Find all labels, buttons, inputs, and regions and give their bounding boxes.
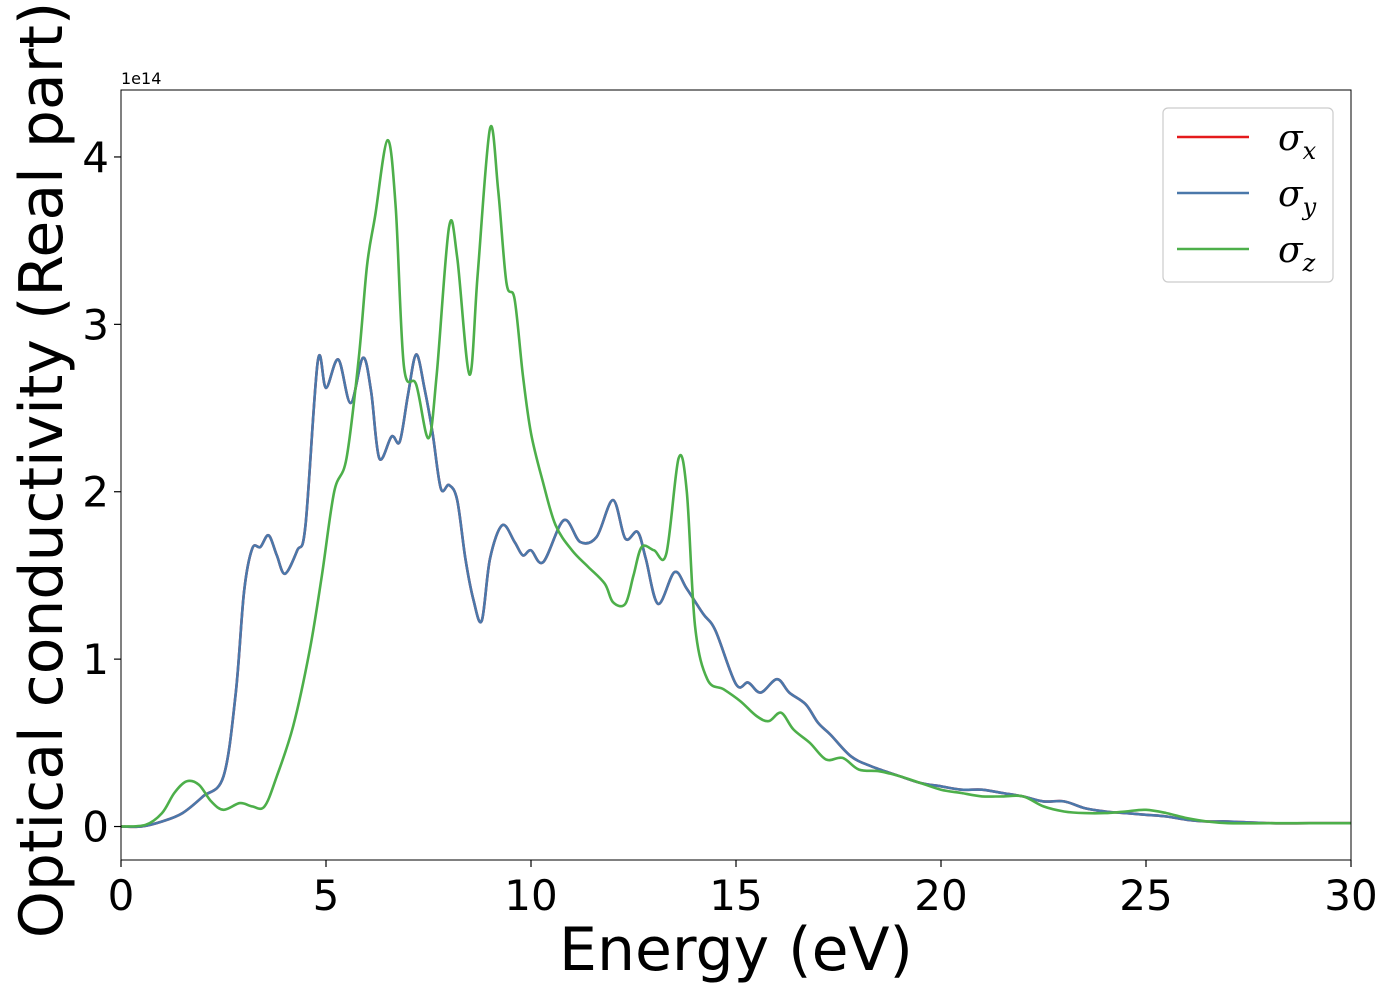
plot-lines bbox=[121, 124, 1351, 829]
y-tick-label: 4 bbox=[82, 133, 109, 182]
legend-label-y: σy bbox=[1278, 174, 1317, 221]
series-line-z bbox=[121, 124, 1351, 828]
x-axis: 0 5 10 15 20 25 30 bbox=[108, 860, 1378, 920]
x-tick-label: 30 bbox=[1324, 871, 1377, 920]
x-axis-title: Energy (eV) bbox=[559, 915, 913, 985]
x-tick-label: 25 bbox=[1119, 871, 1172, 920]
y-tick-label: 1 bbox=[82, 635, 109, 684]
x-tick-label: 15 bbox=[709, 871, 762, 920]
y-offset-label: 1e14 bbox=[121, 69, 161, 88]
x-tick-label: 0 bbox=[108, 871, 135, 920]
y-axis: 0 1 2 3 4 bbox=[82, 133, 121, 852]
legend-label-x: σx bbox=[1278, 118, 1317, 165]
x-tick-label: 5 bbox=[313, 871, 340, 920]
y-tick-label: 0 bbox=[82, 803, 109, 852]
series-line-y bbox=[121, 353, 1351, 829]
y-axis-title: Optical conductivity (Real part) bbox=[7, 2, 77, 939]
legend: σx σy σz bbox=[1162, 107, 1334, 283]
x-tick-label: 10 bbox=[504, 871, 557, 920]
y-tick-label: 3 bbox=[82, 300, 109, 349]
y-tick-label: 2 bbox=[82, 468, 109, 517]
x-tick-label: 20 bbox=[914, 871, 967, 920]
legend-box bbox=[1162, 107, 1334, 283]
legend-label-z: σz bbox=[1278, 230, 1316, 277]
